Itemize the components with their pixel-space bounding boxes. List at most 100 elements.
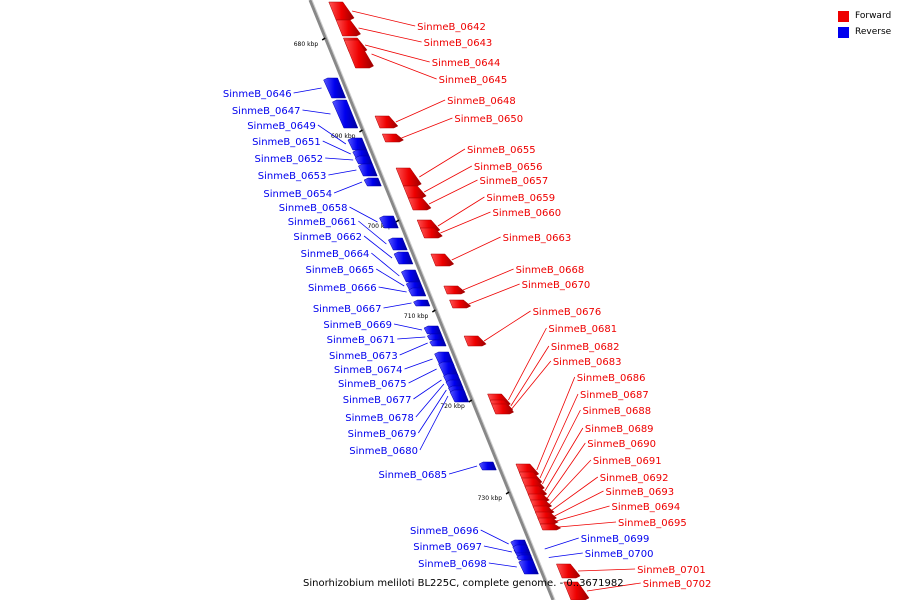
forward-gene-block[interactable]: [328, 1, 355, 21]
reverse-gene-label[interactable]: SinmeB_0680: [349, 446, 418, 457]
forward-gene-label[interactable]: SinmeB_0682: [551, 342, 620, 353]
reverse-gene-label[interactable]: SinmeB_0669: [323, 320, 392, 331]
reverse-gene-label[interactable]: SinmeB_0699: [581, 534, 650, 545]
reverse-gene-block[interactable]: [354, 155, 373, 165]
forward-gene-block[interactable]: [407, 197, 432, 211]
forward-gene-block[interactable]: [374, 115, 399, 129]
reverse-gene-label[interactable]: SinmeB_0646: [223, 89, 292, 100]
forward-gene-label[interactable]: SinmeB_0670: [522, 280, 591, 291]
forward-gene-label[interactable]: SinmeB_0692: [600, 473, 669, 484]
reverse-gene-label[interactable]: SinmeB_0677: [343, 395, 412, 406]
forward-gene-block[interactable]: [449, 299, 472, 309]
forward-gene-block[interactable]: [419, 227, 443, 239]
reverse-gene-label[interactable]: SinmeB_0652: [255, 154, 324, 165]
reverse-gene-block[interactable]: [518, 559, 539, 575]
forward-gene-label[interactable]: SinmeB_0676: [533, 307, 602, 318]
forward-gene-label[interactable]: SinmeB_0693: [605, 487, 674, 498]
reverse-gene-label[interactable]: SinmeB_0649: [247, 121, 316, 132]
reverse-gene-label[interactable]: SinmeB_0654: [263, 189, 332, 200]
forward-gene-label[interactable]: SinmeB_0645: [439, 75, 508, 86]
reverse-gene-label[interactable]: SinmeB_0673: [329, 351, 398, 362]
forward-gene-block[interactable]: [343, 39, 374, 69]
reverse-gene-label[interactable]: SinmeB_0666: [308, 283, 377, 294]
reverse-gene-label[interactable]: SinmeB_0651: [252, 137, 321, 148]
reverse-gene-block[interactable]: [423, 325, 442, 335]
reverse-gene-block[interactable]: [347, 137, 368, 151]
reverse-gene-block[interactable]: [323, 77, 347, 99]
forward-gene-label[interactable]: SinmeB_0686: [577, 373, 646, 384]
reverse-gene-block[interactable]: [426, 333, 445, 341]
forward-gene-block[interactable]: [395, 167, 422, 187]
reverse-gene-block[interactable]: [388, 237, 408, 251]
forward-gene-label[interactable]: SinmeB_0694: [612, 502, 681, 513]
forward-gene-label[interactable]: SinmeB_0687: [580, 390, 649, 401]
forward-gene-label[interactable]: SinmeB_0660: [492, 208, 561, 219]
forward-gene-label[interactable]: SinmeB_0683: [553, 357, 622, 368]
forward-gene-label[interactable]: SinmeB_0702: [643, 579, 712, 590]
forward-gene-label[interactable]: SinmeB_0701: [637, 565, 706, 576]
forward-gene-label[interactable]: SinmeB_0691: [593, 456, 662, 467]
forward-gene-label[interactable]: SinmeB_0650: [454, 114, 523, 125]
forward-gene-label[interactable]: SinmeB_0690: [587, 439, 656, 450]
reverse-gene-label[interactable]: SinmeB_0679: [348, 429, 417, 440]
reverse-gene-block[interactable]: [413, 299, 431, 307]
reverse-gene-label[interactable]: SinmeB_0662: [293, 232, 362, 243]
forward-gene-label[interactable]: SinmeB_0695: [618, 518, 687, 529]
reverse-gene-label[interactable]: SinmeB_0664: [301, 249, 370, 260]
forward-gene-label[interactable]: SinmeB_0688: [582, 406, 651, 417]
reverse-gene-label[interactable]: SinmeB_0647: [232, 106, 301, 117]
reverse-gene-label[interactable]: SinmeB_0667: [313, 304, 382, 315]
forward-gene-block[interactable]: [430, 253, 455, 267]
reverse-gene-label[interactable]: SinmeB_0653: [258, 171, 327, 182]
forward-gene-label[interactable]: SinmeB_0681: [548, 324, 617, 335]
reverse-gene-label[interactable]: SinmeB_0678: [345, 413, 414, 424]
forward-gene-block[interactable]: [556, 563, 581, 579]
reverse-gene-block[interactable]: [379, 215, 399, 229]
reverse-gene-label[interactable]: SinmeB_0696: [410, 526, 479, 537]
reverse-gene-label[interactable]: SinmeB_0698: [418, 559, 487, 570]
forward-gene-label[interactable]: SinmeB_0656: [474, 162, 543, 173]
reverse-gene-label[interactable]: SinmeB_0685: [378, 470, 447, 481]
forward-gene-label[interactable]: SinmeB_0663: [503, 233, 572, 244]
forward-gene-block[interactable]: [539, 523, 562, 531]
reverse-gene-block[interactable]: [408, 287, 427, 297]
reverse-gene-block[interactable]: [393, 251, 414, 265]
forward-gene-block[interactable]: [402, 185, 427, 199]
reverse-gene-label[interactable]: SinmeB_0671: [327, 335, 396, 346]
forward-gene-label[interactable]: SinmeB_0657: [480, 176, 549, 187]
reverse-gene-block[interactable]: [478, 461, 497, 471]
forward-gene-block[interactable]: [381, 133, 404, 143]
reverse-gene-label[interactable]: SinmeB_0675: [338, 379, 407, 390]
reverse-gene-block[interactable]: [512, 544, 531, 554]
forward-gene-label[interactable]: SinmeB_0642: [417, 22, 486, 33]
reverse-gene-label[interactable]: SinmeB_0674: [334, 365, 403, 376]
forward-gene-label[interactable]: SinmeB_0648: [447, 96, 516, 107]
reverse-gene-block[interactable]: [332, 99, 359, 129]
forward-gene-block[interactable]: [537, 517, 559, 525]
forward-gene-label[interactable]: SinmeB_0659: [486, 193, 555, 204]
forward-gene-block[interactable]: [443, 285, 466, 295]
forward-gene-block[interactable]: [491, 403, 515, 415]
reverse-gene-block[interactable]: [401, 269, 421, 283]
reverse-gene-block[interactable]: [438, 361, 459, 377]
reverse-gene-block[interactable]: [429, 339, 447, 347]
reverse-gene-label[interactable]: SinmeB_0697: [413, 542, 482, 553]
reverse-gene-leader: [328, 169, 357, 176]
forward-gene-block[interactable]: [563, 581, 590, 600]
reverse-gene-block[interactable]: [516, 554, 534, 561]
forward-gene-block[interactable]: [335, 19, 361, 37]
reverse-gene-label[interactable]: SinmeB_0700: [585, 549, 654, 560]
forward-gene-label[interactable]: SinmeB_0643: [424, 38, 493, 49]
forward-gene-label[interactable]: SinmeB_0668: [516, 265, 585, 276]
reverse-gene-block[interactable]: [363, 177, 382, 187]
reverse-gene-label[interactable]: SinmeB_0658: [279, 203, 348, 214]
forward-gene-leader: [395, 99, 446, 123]
forward-gene-label[interactable]: SinmeB_0655: [467, 145, 536, 156]
reverse-gene-block[interactable]: [358, 163, 378, 177]
reverse-gene-label[interactable]: SinmeB_0665: [306, 265, 375, 276]
reverse-gene-label[interactable]: SinmeB_0661: [288, 217, 357, 228]
reverse-gene-block[interactable]: [449, 389, 470, 403]
forward-gene-label[interactable]: SinmeB_0644: [432, 58, 501, 69]
forward-gene-label[interactable]: SinmeB_0689: [585, 424, 654, 435]
forward-gene-block[interactable]: [463, 335, 487, 347]
